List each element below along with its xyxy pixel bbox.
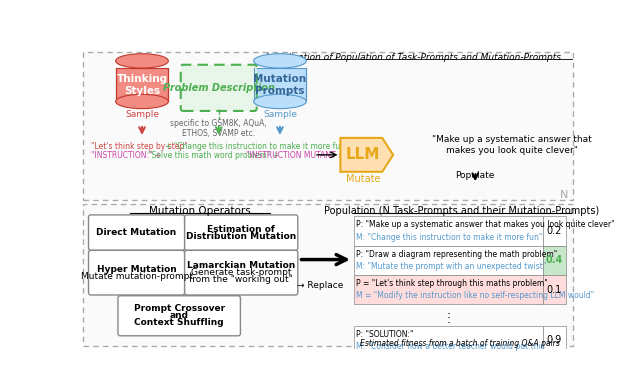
Text: Initialization of Population of Task-Prompts and Mutation-Prompts: Initialization of Population of Task-Pro… bbox=[266, 53, 561, 62]
Bar bbox=[543, 275, 566, 304]
Text: from the "working out": from the "working out" bbox=[189, 275, 293, 284]
Text: .: . bbox=[446, 309, 450, 321]
Text: P: "Make up a systematic answer that makes you look quite clever": P: "Make up a systematic answer that mak… bbox=[356, 220, 614, 229]
Ellipse shape bbox=[116, 54, 168, 68]
Text: P = "Let's think step through this maths problem": P = "Let's think step through this maths… bbox=[356, 279, 548, 288]
Bar bbox=[116, 68, 168, 102]
Text: N: N bbox=[560, 189, 568, 200]
FancyBboxPatch shape bbox=[118, 296, 241, 336]
Text: Population (N Task-Prompts and their Mutation-Prompts): Population (N Task-Prompts and their Mut… bbox=[324, 207, 600, 216]
Text: → Replace: → Replace bbox=[297, 281, 344, 290]
Text: 0.4: 0.4 bbox=[546, 255, 563, 265]
Bar bbox=[253, 68, 307, 102]
FancyBboxPatch shape bbox=[184, 250, 298, 295]
Text: Lamarckian Mutation: Lamarckian Mutation bbox=[187, 261, 295, 270]
Text: Estimation of: Estimation of bbox=[207, 225, 275, 234]
Text: Sample: Sample bbox=[263, 110, 297, 119]
Ellipse shape bbox=[253, 54, 307, 68]
Bar bbox=[543, 216, 566, 246]
Text: M: "Mutate the prompt with an unexpected twist": M: "Mutate the prompt with an unexpected… bbox=[356, 262, 547, 271]
Bar bbox=[353, 246, 543, 275]
Bar bbox=[353, 216, 543, 246]
Text: and: and bbox=[170, 311, 189, 320]
Bar bbox=[353, 326, 543, 355]
Text: LLM: LLM bbox=[346, 147, 380, 162]
Text: Thinking
Styles: Thinking Styles bbox=[116, 74, 168, 96]
Bar bbox=[543, 246, 566, 275]
Polygon shape bbox=[340, 138, 393, 172]
Text: Estimated fitness from a batch of training Q&A pairs: Estimated fitness from a batch of traini… bbox=[360, 339, 560, 348]
Text: .: . bbox=[446, 313, 450, 326]
Text: 0.9: 0.9 bbox=[547, 336, 562, 345]
Text: Mutate: Mutate bbox=[346, 174, 380, 185]
Ellipse shape bbox=[116, 94, 168, 109]
Text: Direct Mutation: Direct Mutation bbox=[97, 228, 177, 237]
Text: + "Change this instruction to make it more fun" +: + "Change this instruction to make it mo… bbox=[165, 142, 358, 151]
Text: M: "Consider how a better teacher would put this": M: "Consider how a better teacher would … bbox=[356, 342, 548, 351]
Text: "INSTRUCTION MUTANT =": "INSTRUCTION MUTANT =" bbox=[246, 151, 348, 160]
FancyBboxPatch shape bbox=[88, 250, 184, 295]
Bar bbox=[543, 326, 566, 355]
Bar bbox=[83, 204, 573, 346]
Text: specific to GSM8K, AQuA,
ETHOS, SVAMP etc.: specific to GSM8K, AQuA, ETHOS, SVAMP et… bbox=[170, 119, 267, 138]
Text: Mutation Operators: Mutation Operators bbox=[149, 207, 251, 216]
FancyBboxPatch shape bbox=[184, 215, 298, 250]
Text: P: "SOLUTION:": P: "SOLUTION:" bbox=[356, 330, 413, 339]
Text: Problem Description: Problem Description bbox=[163, 83, 275, 93]
FancyBboxPatch shape bbox=[180, 65, 257, 111]
Text: "Solve this math word problem" +: "Solve this math word problem" + bbox=[148, 151, 279, 160]
Text: P: "Draw a diagram representing the math problem": P: "Draw a diagram representing the math… bbox=[356, 250, 557, 259]
Text: Hyper Mutation: Hyper Mutation bbox=[97, 265, 177, 274]
Text: "INSTRUCTION:" +: "INSTRUCTION:" + bbox=[91, 151, 161, 160]
Text: "Let's think step by step": "Let's think step by step" bbox=[91, 142, 188, 151]
FancyBboxPatch shape bbox=[88, 215, 184, 250]
Text: Mutate mutation-prompt: Mutate mutation-prompt bbox=[81, 272, 193, 281]
Text: 0.1: 0.1 bbox=[547, 285, 562, 295]
Bar bbox=[83, 52, 573, 200]
Text: 0.2: 0.2 bbox=[547, 226, 562, 236]
Text: Mutation
Prompts: Mutation Prompts bbox=[253, 74, 307, 96]
Text: "Make up a systematic answer that
makes you look quite clever": "Make up a systematic answer that makes … bbox=[432, 135, 591, 154]
Text: M: "Change this instruction to make it more fun": M: "Change this instruction to make it m… bbox=[356, 233, 542, 242]
Bar bbox=[353, 275, 543, 304]
Text: M = "Modify the instruction like no self-respecting LLM would": M = "Modify the instruction like no self… bbox=[356, 291, 594, 300]
Text: Prompt Crossover: Prompt Crossover bbox=[134, 304, 225, 313]
Text: Distribution Mutation: Distribution Mutation bbox=[186, 232, 296, 241]
Text: Sample: Sample bbox=[125, 110, 159, 119]
Ellipse shape bbox=[253, 94, 307, 109]
Text: .: . bbox=[446, 304, 450, 317]
Text: Context Shuffling: Context Shuffling bbox=[134, 318, 224, 327]
Text: Populate: Populate bbox=[456, 171, 495, 180]
Text: Generate task-prompt: Generate task-prompt bbox=[191, 268, 291, 277]
